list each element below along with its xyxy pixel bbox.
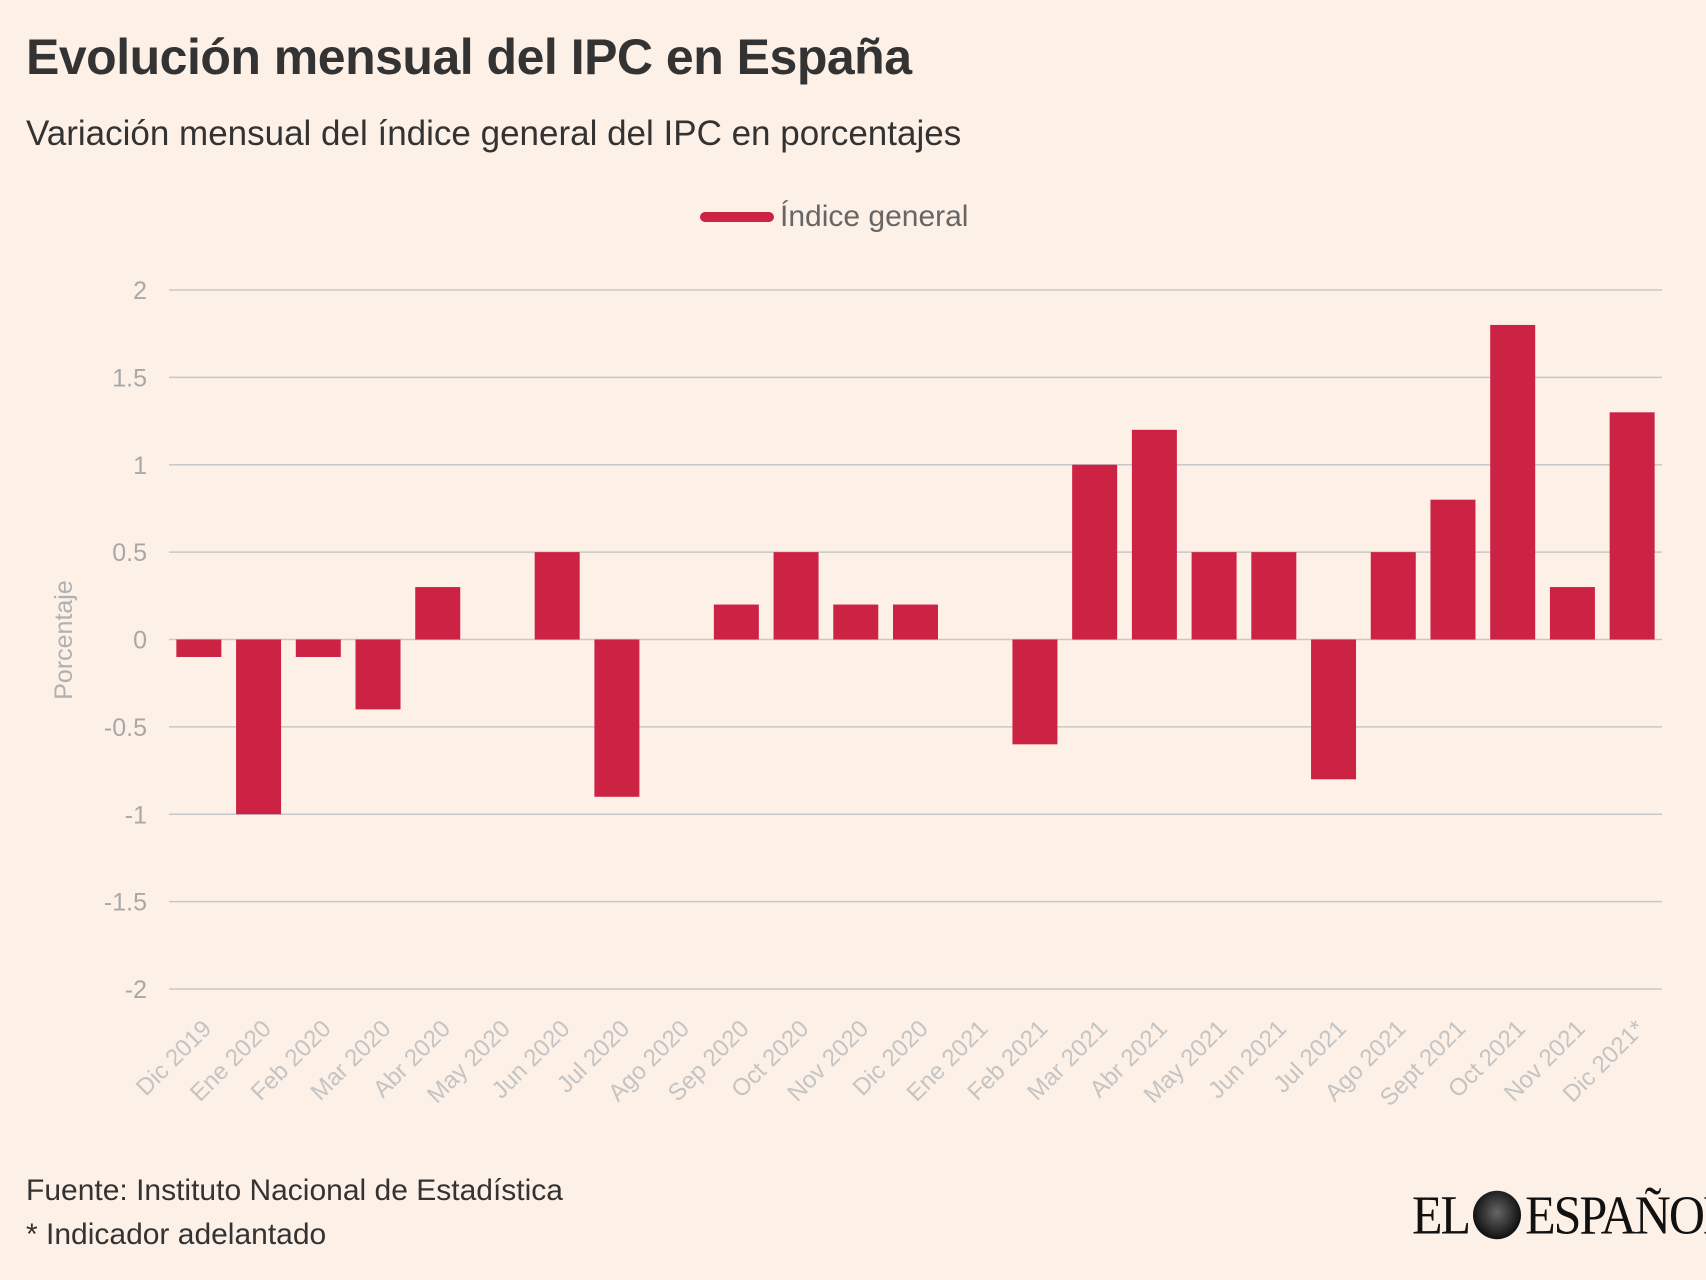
source-note: Fuente: Instituto Nacional de Estadístic…	[26, 1174, 563, 1207]
bar	[1311, 639, 1357, 780]
bar	[833, 604, 879, 640]
legend: Índice general	[700, 200, 968, 234]
bar	[534, 552, 580, 640]
y-tick-label: -1.5	[104, 889, 147, 917]
y-tick-label: 0.5	[112, 539, 147, 567]
bar	[1191, 552, 1237, 640]
y-tick-label: 1	[133, 452, 147, 480]
bar	[1072, 464, 1118, 640]
y-tick-label: -2	[125, 976, 147, 1004]
lion-logo-icon	[1473, 1190, 1522, 1240]
y-tick-label: 1.5	[112, 364, 147, 392]
bar	[1430, 499, 1476, 640]
bar	[773, 552, 819, 640]
y-tick-label: -1	[125, 801, 147, 829]
chart-title: Evolución mensual del IPC en España	[26, 29, 912, 85]
legend-swatch	[700, 212, 774, 222]
bar	[893, 604, 938, 640]
bar	[1370, 552, 1416, 640]
bar	[594, 639, 640, 797]
y-tick-label: 2	[133, 277, 147, 305]
bar	[415, 587, 461, 640]
legend-label: Índice general	[780, 200, 969, 233]
y-tick-label: -0.5	[104, 714, 147, 742]
bar	[713, 604, 759, 640]
chart-subtitle: Variación mensual del índice general del…	[26, 114, 962, 153]
el-espanol-logo: ELESPAÑOL	[1412, 1184, 1706, 1246]
bar	[176, 639, 222, 657]
bar	[1549, 587, 1595, 640]
bar	[1131, 429, 1177, 640]
bar	[355, 639, 401, 710]
bar	[1251, 552, 1297, 640]
bar	[1609, 412, 1655, 640]
y-axis-label: Porcentaje	[50, 580, 78, 700]
footnote: * Indicador adelantado	[26, 1218, 327, 1251]
bar	[1012, 639, 1058, 745]
bar	[295, 639, 341, 657]
bar	[1490, 324, 1536, 640]
y-tick-label: 0	[133, 627, 147, 655]
bar	[236, 639, 282, 815]
